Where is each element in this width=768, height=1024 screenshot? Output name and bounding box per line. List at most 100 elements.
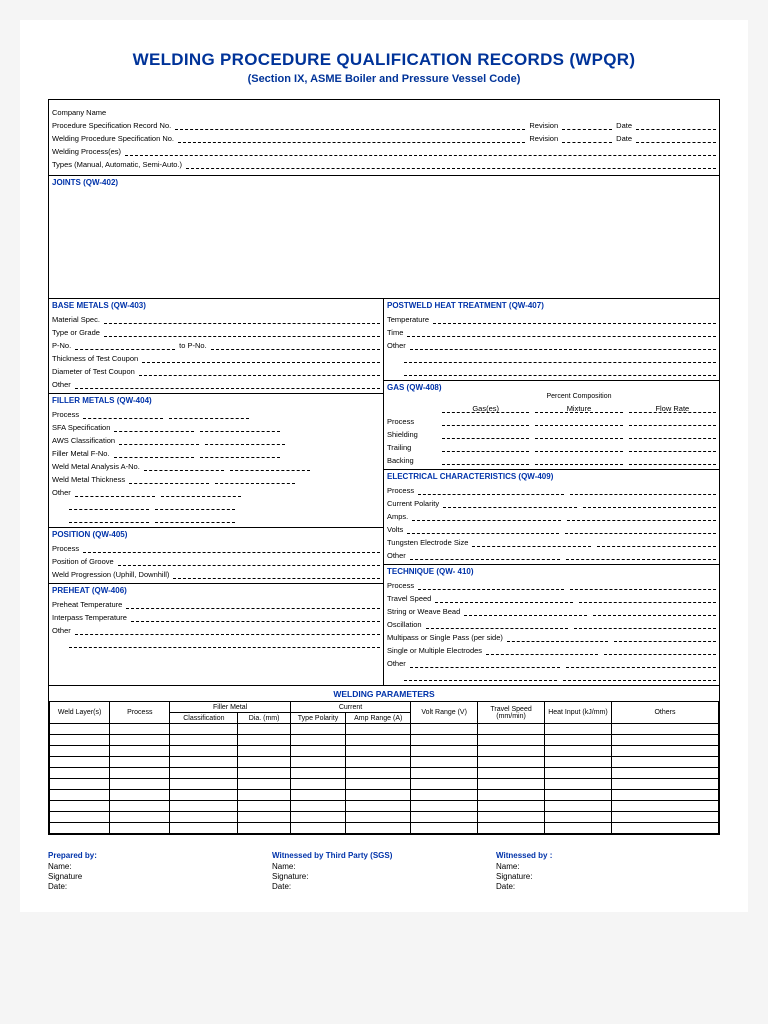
table-cell[interactable]: [346, 823, 411, 834]
joints-area[interactable]: [49, 188, 719, 298]
table-cell[interactable]: [411, 812, 478, 823]
table-cell[interactable]: [346, 801, 411, 812]
table-cell[interactable]: [411, 790, 478, 801]
table-cell[interactable]: [411, 801, 478, 812]
table-cell[interactable]: [50, 790, 110, 801]
table-row[interactable]: [50, 768, 719, 779]
table-cell[interactable]: [411, 823, 478, 834]
table-cell[interactable]: [290, 823, 345, 834]
table-cell[interactable]: [170, 823, 238, 834]
table-cell[interactable]: [50, 812, 110, 823]
table-row[interactable]: [50, 823, 719, 834]
table-cell[interactable]: [346, 768, 411, 779]
table-cell[interactable]: [411, 724, 478, 735]
table-cell[interactable]: [290, 768, 345, 779]
table-cell[interactable]: [110, 801, 170, 812]
table-cell[interactable]: [238, 724, 290, 735]
table-cell[interactable]: [50, 823, 110, 834]
table-cell[interactable]: [346, 746, 411, 757]
process-field[interactable]: [125, 147, 716, 156]
wps-field[interactable]: [178, 134, 525, 143]
table-cell[interactable]: [346, 779, 411, 790]
table-cell[interactable]: [110, 790, 170, 801]
table-cell[interactable]: [478, 735, 545, 746]
table-cell[interactable]: [170, 801, 238, 812]
table-cell[interactable]: [170, 812, 238, 823]
table-cell[interactable]: [545, 724, 612, 735]
table-cell[interactable]: [290, 746, 345, 757]
table-cell[interactable]: [411, 779, 478, 790]
table-cell[interactable]: [290, 724, 345, 735]
table-row[interactable]: [50, 812, 719, 823]
table-cell[interactable]: [110, 768, 170, 779]
table-row[interactable]: [50, 790, 719, 801]
table-cell[interactable]: [611, 801, 718, 812]
table-cell[interactable]: [50, 746, 110, 757]
table-row[interactable]: [50, 757, 719, 768]
table-row[interactable]: [50, 735, 719, 746]
table-cell[interactable]: [411, 757, 478, 768]
table-cell[interactable]: [238, 735, 290, 746]
table-cell[interactable]: [50, 724, 110, 735]
date-field-2[interactable]: [636, 134, 716, 143]
table-cell[interactable]: [290, 801, 345, 812]
table-row[interactable]: [50, 779, 719, 790]
table-cell[interactable]: [611, 790, 718, 801]
table-cell[interactable]: [170, 746, 238, 757]
table-cell[interactable]: [478, 790, 545, 801]
table-cell[interactable]: [545, 823, 612, 834]
table-cell[interactable]: [170, 735, 238, 746]
table-cell[interactable]: [346, 735, 411, 746]
table-cell[interactable]: [170, 757, 238, 768]
table-cell[interactable]: [110, 823, 170, 834]
table-cell[interactable]: [170, 724, 238, 735]
table-row[interactable]: [50, 724, 719, 735]
table-cell[interactable]: [346, 790, 411, 801]
table-cell[interactable]: [346, 812, 411, 823]
table-cell[interactable]: [110, 779, 170, 790]
table-cell[interactable]: [478, 746, 545, 757]
table-cell[interactable]: [545, 812, 612, 823]
table-cell[interactable]: [545, 735, 612, 746]
table-cell[interactable]: [50, 801, 110, 812]
table-cell[interactable]: [238, 790, 290, 801]
table-cell[interactable]: [290, 812, 345, 823]
table-cell[interactable]: [238, 779, 290, 790]
table-cell[interactable]: [611, 823, 718, 834]
table-cell[interactable]: [290, 779, 345, 790]
table-cell[interactable]: [478, 823, 545, 834]
table-cell[interactable]: [478, 757, 545, 768]
table-cell[interactable]: [545, 746, 612, 757]
table-cell[interactable]: [611, 735, 718, 746]
table-cell[interactable]: [110, 757, 170, 768]
table-cell[interactable]: [346, 757, 411, 768]
table-cell[interactable]: [170, 779, 238, 790]
table-cell[interactable]: [545, 801, 612, 812]
table-cell[interactable]: [611, 812, 718, 823]
table-row[interactable]: [50, 801, 719, 812]
table-cell[interactable]: [170, 790, 238, 801]
table-cell[interactable]: [411, 735, 478, 746]
table-cell[interactable]: [545, 779, 612, 790]
revision-field[interactable]: [562, 121, 612, 130]
table-cell[interactable]: [611, 757, 718, 768]
table-cell[interactable]: [50, 757, 110, 768]
table-cell[interactable]: [411, 768, 478, 779]
table-cell[interactable]: [290, 790, 345, 801]
table-cell[interactable]: [170, 768, 238, 779]
table-cell[interactable]: [611, 768, 718, 779]
table-cell[interactable]: [50, 779, 110, 790]
table-cell[interactable]: [478, 801, 545, 812]
table-cell[interactable]: [238, 746, 290, 757]
table-cell[interactable]: [50, 768, 110, 779]
table-cell[interactable]: [545, 757, 612, 768]
table-cell[interactable]: [290, 735, 345, 746]
table-cell[interactable]: [478, 768, 545, 779]
table-cell[interactable]: [110, 724, 170, 735]
table-cell[interactable]: [545, 768, 612, 779]
table-cell[interactable]: [238, 823, 290, 834]
table-cell[interactable]: [346, 724, 411, 735]
table-cell[interactable]: [611, 746, 718, 757]
table-cell[interactable]: [238, 801, 290, 812]
table-cell[interactable]: [478, 724, 545, 735]
